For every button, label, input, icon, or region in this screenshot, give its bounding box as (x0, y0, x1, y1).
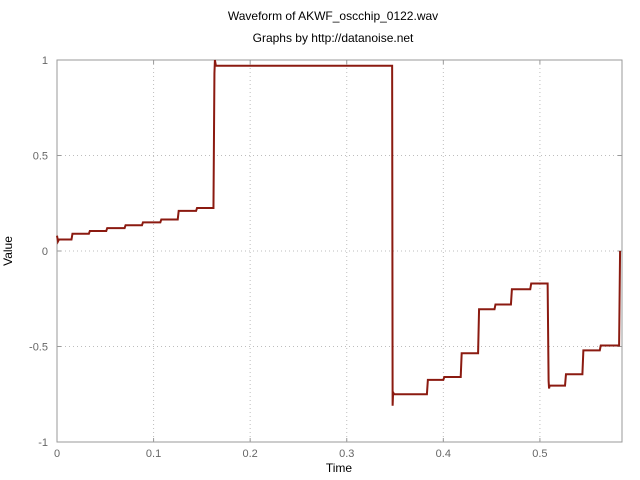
x-tick-label: 0.5 (532, 448, 547, 460)
y-tick-label: -1 (38, 437, 48, 449)
x-axis-label: Time (326, 461, 353, 475)
y-axis-label: Value (1, 236, 15, 266)
y-tick-label: -0.5 (29, 342, 48, 354)
y-tick-label: 0 (42, 246, 48, 258)
axis-ticks: 0 0.1 0.2 0.3 0.4 0.5 -1 -0.5 0 0.5 1 (29, 55, 622, 460)
x-tick-label: 0.1 (146, 448, 161, 460)
waveform-series-line (57, 60, 620, 406)
chart-subtitle: Graphs by http://datanoise.net (253, 31, 414, 45)
x-tick-label: 0.3 (339, 448, 354, 460)
y-tick-label: 1 (42, 55, 48, 67)
chart-title: Waveform of AKWF_oscchip_0122.wav (228, 9, 438, 23)
x-tick-label: 0.4 (436, 448, 451, 460)
x-tick-label: 0.2 (243, 448, 258, 460)
y-tick-label: 0.5 (33, 151, 48, 163)
grid-lines (57, 60, 622, 442)
x-tick-label: 0 (54, 448, 60, 460)
series-layer (57, 60, 620, 406)
